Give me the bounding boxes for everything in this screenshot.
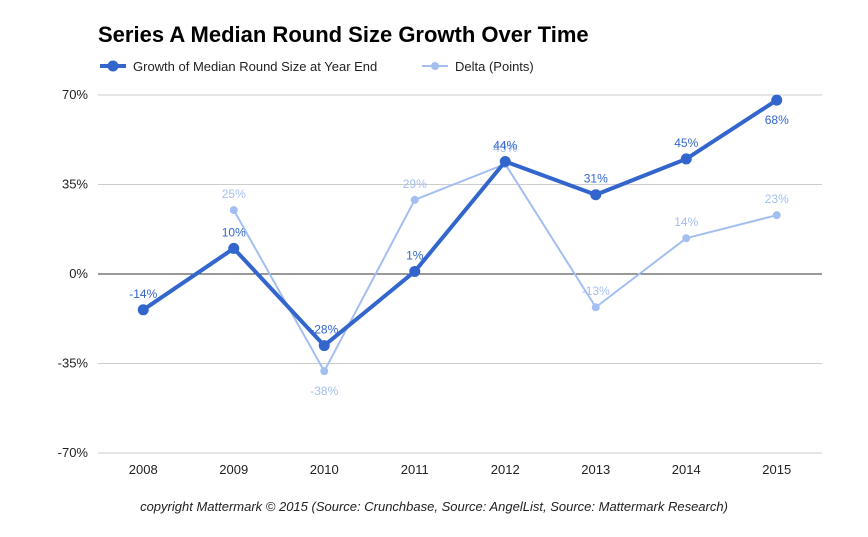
data-label: 29% <box>403 177 427 191</box>
data-point <box>680 153 692 165</box>
data-point <box>410 195 419 204</box>
data-point <box>499 155 511 167</box>
y-tick-label: -35% <box>58 356 89 371</box>
x-tick-label: 2008 <box>129 462 158 477</box>
legend-swatch-marker <box>431 62 439 70</box>
series-line <box>232 163 777 373</box>
data-label: -38% <box>310 384 338 398</box>
data-point <box>409 265 421 277</box>
y-tick-label: 0% <box>69 266 88 281</box>
data-point <box>320 367 329 376</box>
grid-layer <box>98 94 822 454</box>
data-point <box>318 340 330 352</box>
data-point <box>590 189 602 201</box>
x-tick-label: 2015 <box>762 462 791 477</box>
legend: Growth of Median Round Size at Year End D… <box>100 59 534 74</box>
legend-swatch-marker <box>107 60 119 72</box>
data-label: -13% <box>582 284 610 298</box>
series-layer <box>137 94 783 376</box>
copyright-footer: copyright Mattermark © 2015 (Source: Cru… <box>140 499 728 514</box>
data-label: 45% <box>674 136 698 150</box>
data-label: 1% <box>406 248 424 262</box>
data-point <box>137 304 149 316</box>
data-label: -14% <box>129 287 157 301</box>
data-point <box>682 234 691 243</box>
data-label: 31% <box>584 172 608 186</box>
y-tick-label: 35% <box>62 177 88 192</box>
y-tick-label: -70% <box>58 445 89 460</box>
series-line <box>142 98 778 348</box>
data-label: 68% <box>765 113 789 127</box>
legend-item: Growth of Median Round Size at Year End <box>100 59 377 74</box>
x-tick-label: 2013 <box>581 462 610 477</box>
x-tick-label: 2014 <box>672 462 701 477</box>
data-label: 23% <box>765 192 789 206</box>
data-point <box>229 206 238 215</box>
legend-item: Delta (Points) <box>422 59 534 74</box>
data-label: 43% <box>493 141 517 155</box>
data-label: 10% <box>222 225 246 239</box>
x-tick-label: 2009 <box>219 462 248 477</box>
y-tick-label: 70% <box>62 87 88 102</box>
series-growth <box>137 94 783 352</box>
legend-label: Growth of Median Round Size at Year End <box>133 59 377 74</box>
data-point <box>228 242 240 254</box>
legend-label: Delta (Points) <box>455 59 534 74</box>
data-point <box>771 94 783 106</box>
x-tick-label: 2012 <box>491 462 520 477</box>
data-label: 44% <box>493 138 517 152</box>
data-label: 14% <box>674 215 698 229</box>
x-tick-label: 2010 <box>310 462 339 477</box>
data-label: -28% <box>310 323 338 337</box>
x-tick-label: 2011 <box>401 462 429 477</box>
data-point <box>591 303 600 312</box>
data-label: 25% <box>222 187 246 201</box>
data-label-layer: 25% -38% 29% 43% -13% 14% 23% -14% 10% -28% 1% 44% 3… <box>129 113 789 398</box>
chart-title: Series A Median Round Size Growth Over T… <box>98 22 589 47</box>
axis-layer: 70% 35% 0% -35% -70% 2008 2009 2010 2011 2012 2013… <box>58 87 792 477</box>
data-point <box>772 211 781 220</box>
series-delta <box>229 160 781 376</box>
